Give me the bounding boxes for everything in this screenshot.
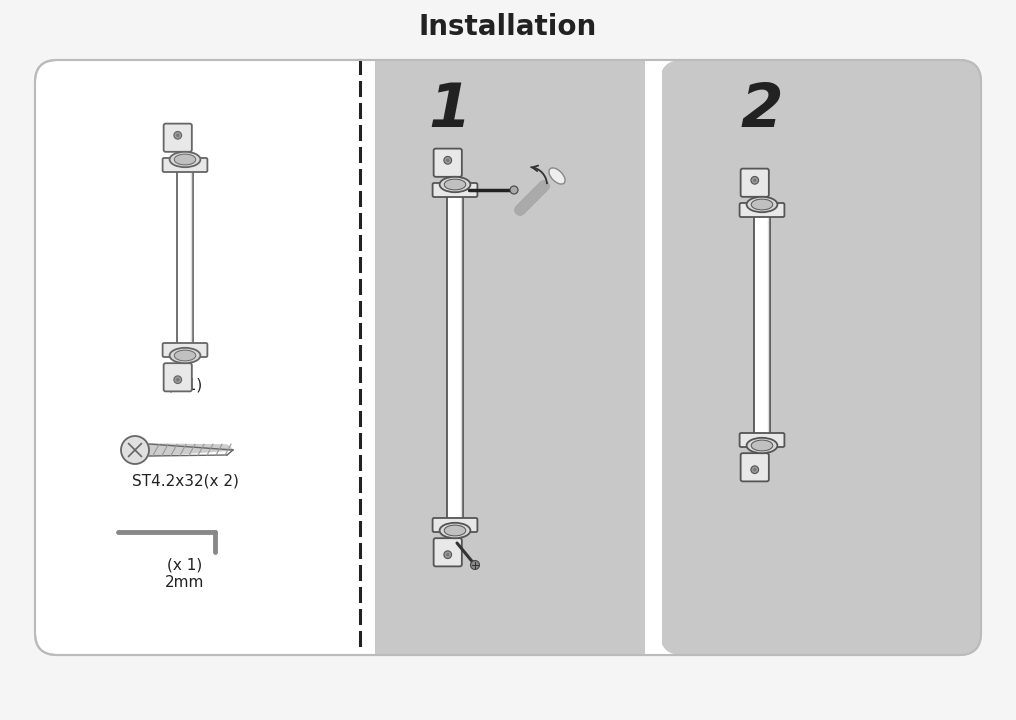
FancyBboxPatch shape <box>164 363 192 392</box>
Ellipse shape <box>170 348 200 363</box>
Circle shape <box>121 436 149 464</box>
FancyBboxPatch shape <box>163 158 207 172</box>
Circle shape <box>446 158 449 162</box>
FancyBboxPatch shape <box>434 148 462 177</box>
Circle shape <box>753 179 756 182</box>
FancyBboxPatch shape <box>741 453 769 482</box>
Ellipse shape <box>751 199 773 210</box>
Circle shape <box>446 553 449 557</box>
FancyBboxPatch shape <box>433 183 478 197</box>
FancyBboxPatch shape <box>740 203 784 217</box>
Bar <box>178 171 193 344</box>
Circle shape <box>174 132 182 139</box>
Ellipse shape <box>549 168 565 184</box>
Bar <box>645 60 662 655</box>
Circle shape <box>510 186 518 194</box>
Ellipse shape <box>440 523 470 539</box>
Circle shape <box>174 376 182 384</box>
FancyBboxPatch shape <box>164 124 192 152</box>
FancyBboxPatch shape <box>741 168 769 197</box>
Circle shape <box>751 176 759 184</box>
Bar <box>754 215 770 434</box>
Ellipse shape <box>440 177 470 192</box>
Ellipse shape <box>444 179 465 190</box>
Circle shape <box>176 134 180 137</box>
Circle shape <box>176 378 180 382</box>
Ellipse shape <box>751 440 773 451</box>
FancyBboxPatch shape <box>434 538 462 567</box>
Text: 1: 1 <box>429 81 471 140</box>
Text: ST4.2x32(x 2): ST4.2x32(x 2) <box>131 473 239 488</box>
FancyBboxPatch shape <box>35 60 981 655</box>
Circle shape <box>751 466 759 474</box>
Circle shape <box>470 560 480 570</box>
Polygon shape <box>149 444 233 456</box>
Ellipse shape <box>444 525 465 536</box>
Circle shape <box>753 468 756 472</box>
Ellipse shape <box>174 350 196 361</box>
Ellipse shape <box>747 438 777 453</box>
FancyBboxPatch shape <box>163 343 207 357</box>
FancyBboxPatch shape <box>660 60 981 655</box>
Ellipse shape <box>170 152 200 167</box>
Text: (x 1): (x 1) <box>168 377 202 392</box>
FancyBboxPatch shape <box>433 518 478 532</box>
Bar <box>375 60 647 655</box>
Bar <box>447 196 462 520</box>
FancyBboxPatch shape <box>740 433 784 447</box>
Circle shape <box>444 551 451 559</box>
Ellipse shape <box>747 197 777 212</box>
Circle shape <box>444 156 451 164</box>
Text: 2: 2 <box>741 81 783 140</box>
Text: (x 1)
2mm: (x 1) 2mm <box>166 558 204 590</box>
Ellipse shape <box>174 154 196 165</box>
Text: Installation: Installation <box>419 13 597 41</box>
